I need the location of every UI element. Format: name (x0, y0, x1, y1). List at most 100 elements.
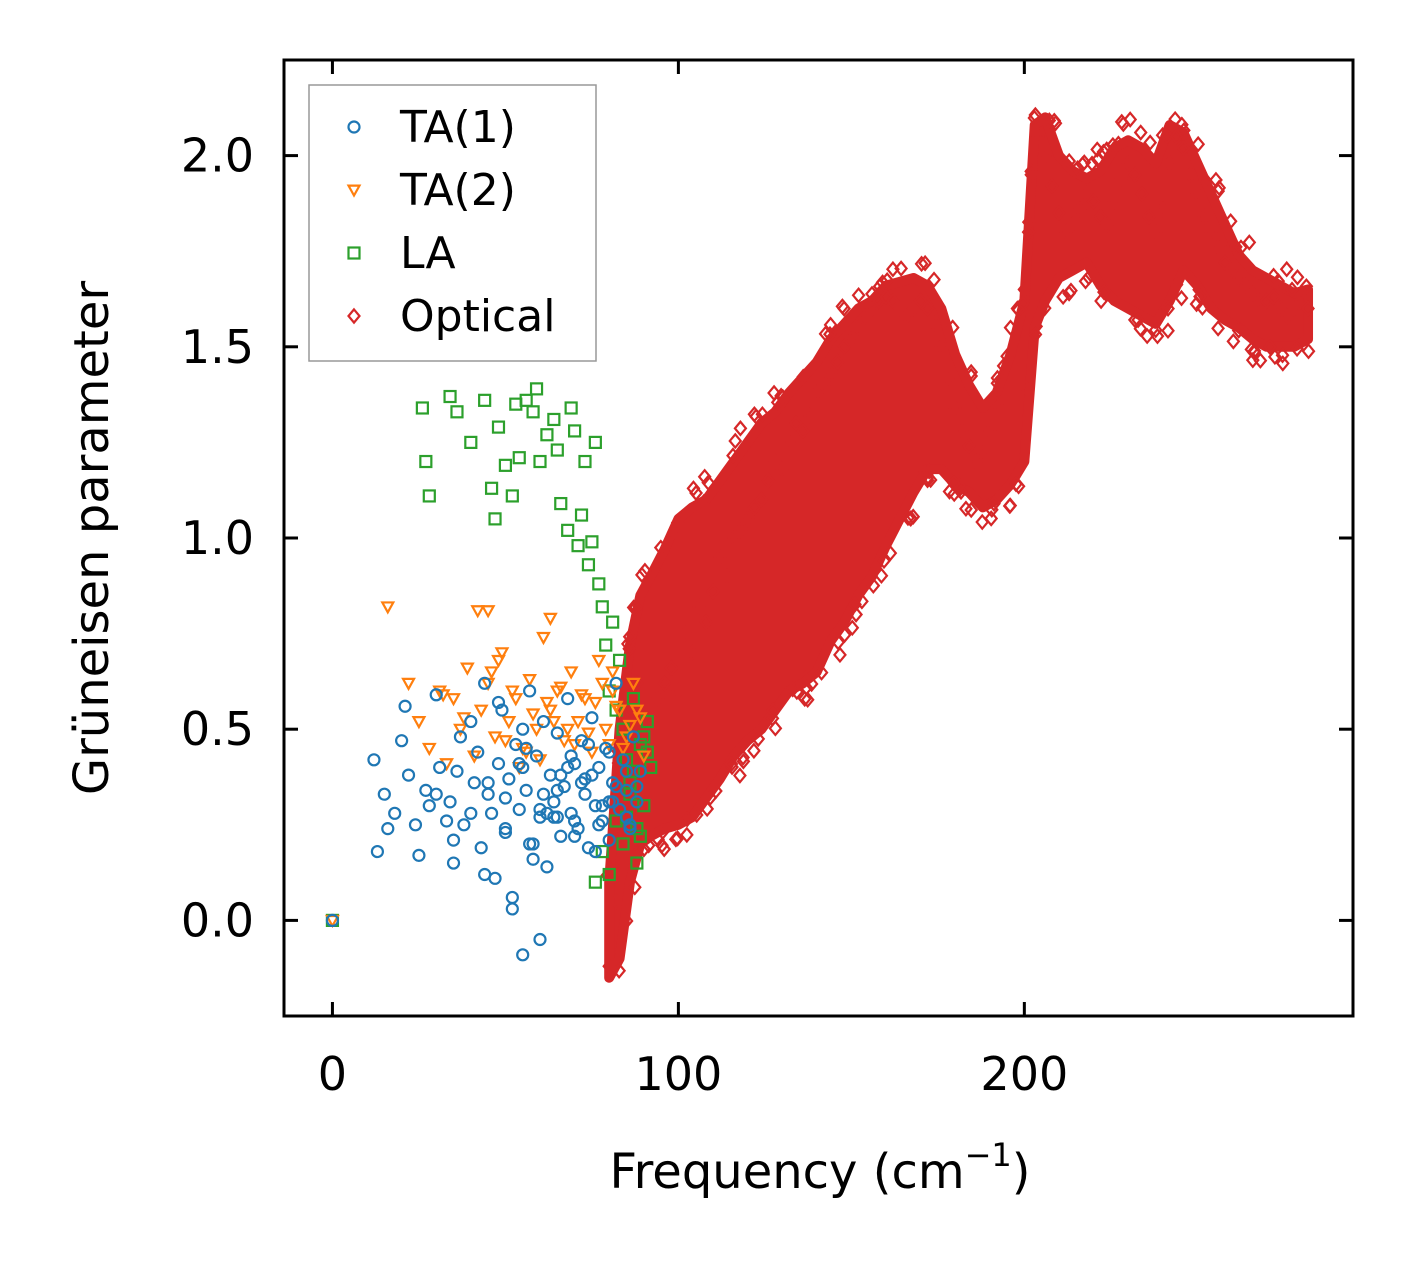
legend: TA(1) TA(2) LA Optical (308, 84, 597, 362)
data-point-optical (1211, 320, 1226, 337)
data-point-optical (685, 644, 700, 662)
data-point-ta-2 (543, 704, 558, 718)
y-tick-label: 0.5 (181, 702, 254, 756)
data-point-ta-1 (619, 764, 634, 778)
legend-label: LA (400, 228, 456, 279)
series-ta-2 (325, 601, 652, 929)
data-point-optical (835, 298, 850, 315)
data-point-optical (1198, 171, 1213, 189)
data-point-optical (845, 619, 860, 637)
data-point-ta-1 (523, 837, 537, 851)
data-point-optical (629, 674, 644, 692)
data-point-ta-1 (516, 948, 530, 962)
data-point-ta-2 (619, 731, 634, 745)
data-point-la (547, 412, 561, 427)
data-point-optical (952, 477, 967, 494)
data-point-optical (837, 626, 852, 644)
data-point-optical (1301, 300, 1315, 317)
data-point-optical (901, 509, 915, 527)
data-point-optical (692, 598, 707, 616)
data-point-ta-1 (564, 749, 578, 763)
data-point-la (512, 451, 526, 465)
data-point-ta-1 (574, 734, 589, 748)
data-point-ta-2 (484, 666, 499, 680)
data-point-ta-2 (401, 677, 416, 692)
data-point-ta-1 (388, 806, 402, 820)
data-point-optical (1140, 327, 1155, 345)
data-point-optical (696, 493, 711, 511)
data-point-ta-2 (421, 742, 437, 757)
data-point-ta-1 (568, 757, 582, 771)
data-point-optical (1114, 170, 1129, 187)
data-point-ta-1 (512, 757, 526, 771)
data-point-optical (885, 260, 900, 278)
y-tick-label: 0.0 (181, 893, 254, 947)
data-point-optical (1133, 124, 1148, 141)
data-point-optical (1024, 163, 1039, 180)
series-ta-1 (325, 676, 647, 962)
data-point-ta-1 (481, 776, 495, 790)
data-point-optical (851, 286, 866, 304)
data-point-optical (1150, 327, 1165, 345)
data-point-optical (1247, 344, 1262, 361)
data-point-optical (1031, 128, 1046, 145)
x-axis-label: Frequency (cm (609, 1144, 964, 1200)
data-point-ta-1 (464, 714, 478, 729)
data-point-ta-1 (554, 768, 568, 782)
data-point-la (505, 489, 519, 503)
data-point-ta-1 (606, 776, 620, 790)
data-point-la (588, 435, 602, 449)
data-point-ta-1 (547, 795, 561, 809)
data-point-ta-1 (457, 818, 471, 832)
data-point-optical (728, 432, 743, 450)
data-point-ta-1 (536, 787, 551, 801)
data-point-optical (883, 544, 898, 562)
data-point-ta-1 (478, 676, 492, 690)
data-point-optical (1079, 185, 1094, 203)
data-point-optical (1121, 154, 1136, 172)
data-point-ta-1 (595, 814, 609, 828)
data-point-la (561, 523, 575, 537)
data-point-optical (927, 271, 941, 288)
data-point-ta-1 (561, 692, 575, 706)
data-point-optical (1301, 342, 1316, 360)
y-tick-label: 1.0 (181, 511, 254, 565)
data-point-la (488, 512, 502, 526)
data-point-optical (885, 292, 900, 310)
data-point-ta-1 (550, 726, 564, 740)
data-point-optical (880, 271, 895, 289)
data-point-ta-2 (626, 677, 641, 692)
data-point-optical (833, 646, 847, 664)
data-point-optical (796, 422, 810, 440)
data-point-ta-2 (581, 727, 596, 741)
data-point-optical (879, 288, 893, 306)
data-point-ta-1 (439, 814, 454, 828)
data-point-ta-2 (498, 735, 513, 749)
data-point-optical (708, 782, 723, 800)
data-point-la (571, 539, 585, 553)
data-point-optical (1155, 126, 1170, 144)
data-point-ta-1 (491, 695, 506, 710)
data-point-ta-1 (398, 699, 412, 713)
data-point-ta-1 (450, 764, 464, 778)
data-point-ta-1 (536, 714, 551, 729)
data-point-optical (844, 330, 859, 348)
data-point-optical (1021, 213, 1036, 231)
data-point-optical (733, 522, 748, 539)
data-point-optical (726, 529, 741, 547)
data-point-ta-2 (380, 601, 396, 615)
data-point-optical (1017, 281, 1032, 298)
data-point-ta-1 (533, 802, 547, 817)
data-point-la (626, 764, 641, 778)
data-point-ta-2 (553, 681, 569, 695)
data-point-optical (650, 690, 665, 707)
data-point-optical (1131, 311, 1146, 329)
data-point-optical (798, 670, 813, 687)
data-point-ta-1 (408, 818, 423, 832)
data-point-optical (1027, 109, 1042, 127)
data-point-optical (622, 628, 637, 646)
data-point-optical (1105, 136, 1120, 154)
data-point-optical (877, 552, 891, 570)
data-point-ta-2 (473, 704, 489, 718)
data-point-optical (680, 810, 695, 828)
